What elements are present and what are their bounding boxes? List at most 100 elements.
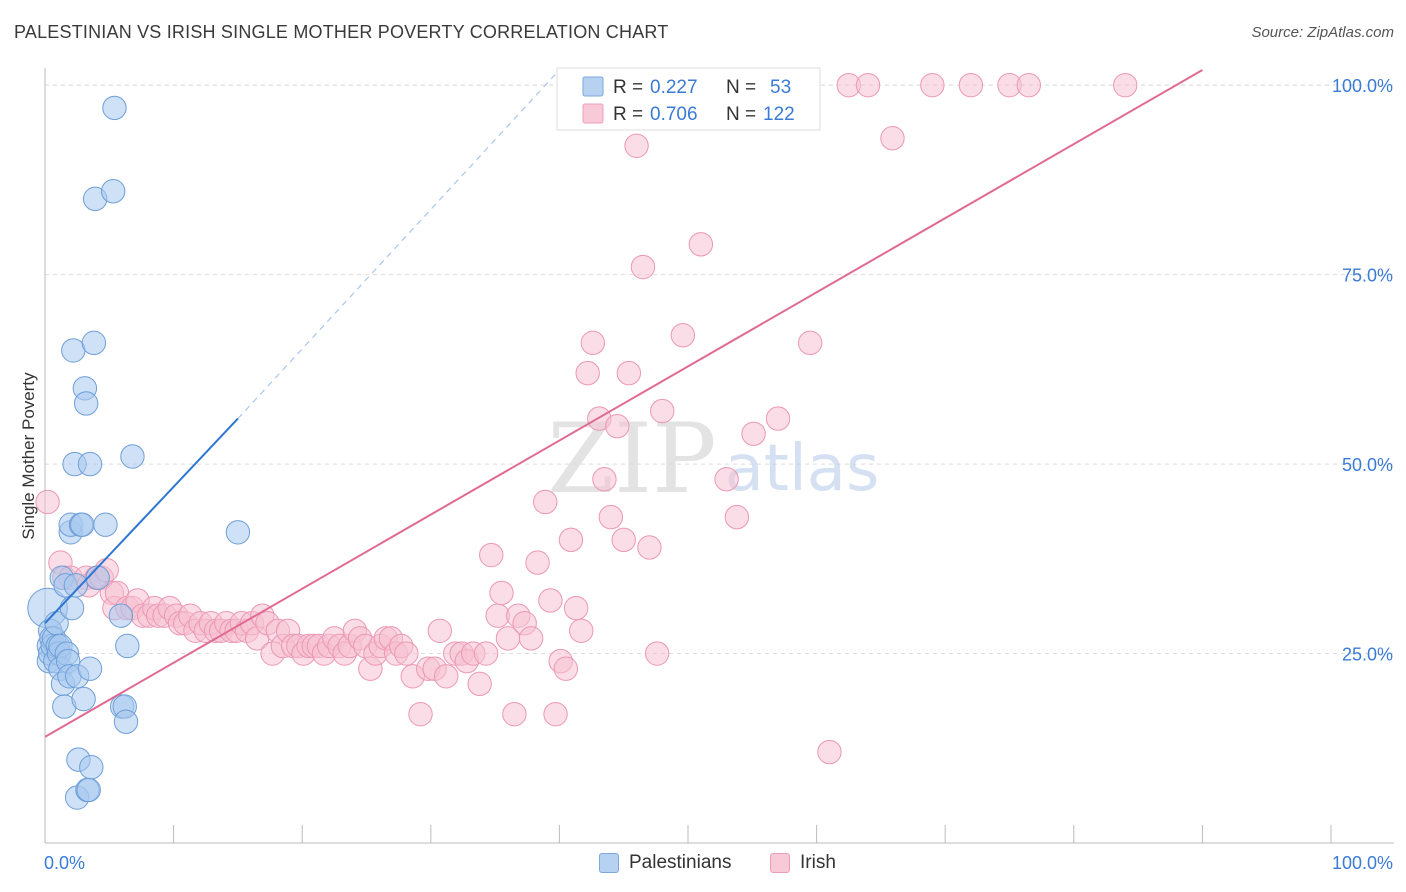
irish-point-124 — [630, 254, 656, 280]
palestinian-point-37 — [77, 656, 103, 681]
irish-point-86 — [518, 626, 544, 651]
palestinian-point-42 — [85, 565, 110, 590]
irish-point-112 — [741, 421, 766, 446]
trend-lines — [44, 69, 1203, 738]
legend-label-palestinians: Palestinians — [629, 852, 732, 873]
irish-point-101 — [605, 413, 630, 439]
series-legend: Palestinians Irish — [0, 848, 1406, 880]
legend-label-irish: Irish — [800, 852, 836, 873]
irish-point-122 — [1016, 72, 1041, 98]
irish-point-92 — [553, 656, 579, 681]
irish-point-0 — [35, 489, 60, 515]
legend-item-palestinians[interactable]: Palestinians — [599, 852, 731, 874]
palestinian-point-52 — [225, 520, 251, 545]
y-axis-label: Single Mother Poverty — [19, 372, 38, 540]
source-label: Source: ZipAtlas.com — [1251, 24, 1394, 41]
legend-r-label-1: R = — [613, 77, 643, 98]
palestinian-point-34 — [73, 391, 99, 416]
irish-point-114 — [797, 330, 823, 356]
palestinian-point-23 — [59, 595, 85, 621]
irish-point-107 — [650, 398, 675, 424]
palestinian-points — [27, 95, 251, 810]
palestinian-point-51 — [120, 444, 145, 469]
y-tick-label-0: 25.0% — [1342, 645, 1393, 665]
y-tick-label-1: 50.0% — [1342, 455, 1393, 475]
irish-points — [35, 72, 1138, 765]
legend-r-value-2: 0.706 — [650, 104, 698, 125]
irish-point-78 — [473, 641, 499, 666]
chart-title: PALESTINIAN VS IRISH SINGLE MOTHER POVER… — [14, 22, 669, 42]
palestinian-point-44 — [100, 179, 126, 204]
irish-point-90 — [543, 701, 568, 727]
legend-n-value-2: 122 — [763, 104, 795, 125]
irish-point-96 — [575, 360, 600, 386]
irish-point-83 — [502, 701, 527, 727]
irish-point-115 — [817, 739, 842, 765]
irish-point-93 — [558, 527, 584, 553]
irish-point-94 — [563, 595, 589, 621]
irish-point-79 — [479, 542, 504, 568]
palestinian-point-36 — [76, 777, 101, 803]
palestinians-swatch — [599, 853, 619, 873]
palestinian-point-45 — [102, 95, 127, 121]
irish-point-95 — [569, 618, 594, 644]
y-tick-label-3: 100.0% — [1332, 76, 1393, 96]
correlation-legend: R = 0.227 N = 53 R = 0.706 N = 122 — [556, 67, 821, 131]
irish-point-106 — [644, 641, 670, 666]
irish-point-103 — [616, 360, 642, 386]
irish-point-110 — [714, 467, 739, 492]
palestinian-point-32 — [71, 686, 96, 712]
irish-point-105 — [637, 535, 662, 560]
legend-swatch-blue — [582, 76, 604, 97]
palestinian-point-43 — [93, 512, 118, 537]
irish-point-120 — [958, 72, 984, 98]
palestinian-point-38 — [77, 451, 103, 477]
y-tick-label-2: 75.0% — [1342, 266, 1393, 286]
palestinian-point-50 — [115, 633, 140, 659]
palestinian-point-26 — [63, 573, 89, 598]
palestinian-point-39 — [79, 755, 104, 780]
irish-point-72 — [434, 664, 459, 689]
palestinian-trend-extension — [237, 69, 560, 420]
irish-point-100 — [598, 504, 624, 530]
irish-point-88 — [533, 489, 558, 515]
legend-swatch-pink — [582, 103, 604, 124]
irish-point-89 — [538, 588, 563, 613]
palestinian-point-49 — [113, 709, 139, 734]
legend-n-label-1: N = — [726, 77, 756, 98]
tick-labels: 25.0% 50.0% 75.0% 100.0% 0.0% 100.0% — [44, 76, 1393, 873]
watermark-zip: ZIP — [547, 403, 716, 515]
irish-point-109 — [688, 232, 714, 257]
palestinian-point-31 — [70, 512, 95, 537]
irish-swatch — [770, 853, 790, 873]
irish-point-108 — [670, 323, 696, 348]
palestinian-point-40 — [81, 330, 107, 356]
irish-point-111 — [724, 504, 750, 530]
palestinian-trend-line — [44, 417, 239, 624]
irish-point-81 — [489, 580, 514, 606]
irish-point-118 — [880, 126, 905, 151]
legend-item-irish[interactable]: Irish — [770, 852, 836, 874]
irish-point-77 — [467, 671, 492, 697]
irish-point-87 — [525, 550, 550, 575]
irish-point-102 — [611, 527, 636, 553]
palestinian-point-24 — [61, 338, 86, 363]
legend-r-label-2: R = — [613, 104, 643, 125]
irish-point-117 — [855, 72, 881, 98]
irish-point-80 — [485, 603, 510, 628]
legend-n-value-1: 53 — [770, 77, 791, 98]
irish-point-97 — [580, 330, 606, 356]
irish-point-99 — [592, 467, 617, 492]
irish-trend-line — [44, 69, 1203, 738]
irish-point-104 — [624, 133, 649, 158]
irish-point-123 — [1113, 72, 1138, 98]
palestinian-point-46 — [108, 603, 134, 628]
x-tick-label-min: 0.0% — [44, 853, 85, 873]
irish-point-68 — [408, 701, 433, 727]
x-tick-label-max: 100.0% — [1332, 853, 1393, 873]
legend-n-label-2: N = — [726, 104, 756, 125]
grid-lines — [45, 84, 1394, 655]
irish-point-119 — [920, 72, 945, 98]
irish-point-113 — [765, 406, 791, 431]
